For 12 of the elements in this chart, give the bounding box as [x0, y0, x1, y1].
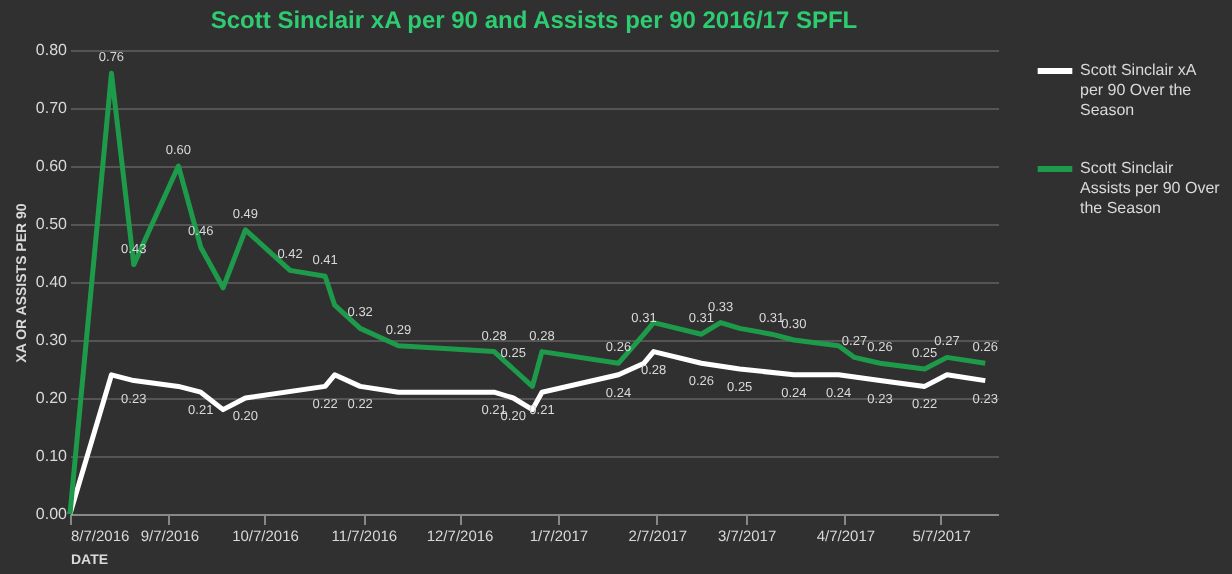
- y-tick-label: 0.40: [35, 273, 69, 291]
- legend-label: Scott Sinclair xA per 90 Over the Season: [1080, 61, 1198, 119]
- y-tick-label: 0.80: [35, 41, 69, 59]
- y-tick-label: 0.10: [35, 447, 69, 465]
- y-tick-label: 0.30: [35, 331, 69, 349]
- y-tick-label: 0.50: [35, 215, 69, 233]
- y-tick-label: 0.00: [35, 505, 69, 523]
- y-tick-label: 0.60: [35, 157, 69, 175]
- y-tick-label: 0.70: [35, 99, 69, 117]
- y-tick-label: 0.20: [35, 389, 69, 407]
- chart-title: Scott Sinclair xA per 90 and Assists per 90 2016/17 SPFL: [210, 6, 858, 34]
- legend-label: Scott Sinclair Assists per 90 Over the Season: [1080, 159, 1221, 217]
